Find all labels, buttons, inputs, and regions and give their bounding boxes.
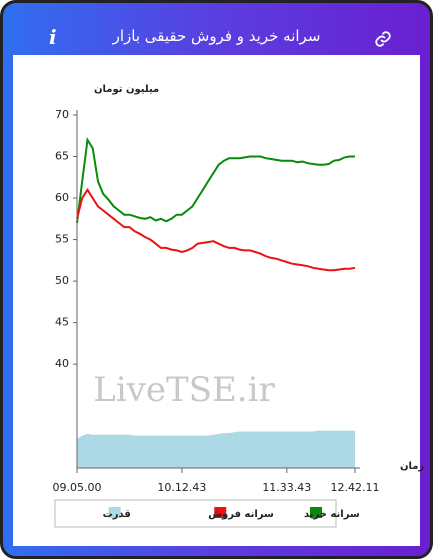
legend-label: سرانه فروش bbox=[208, 509, 274, 520]
header: i سرانه خرید و فروش حقیقی بازار bbox=[3, 3, 430, 55]
link-icon[interactable] bbox=[374, 30, 392, 48]
y-tick-label: 45 bbox=[55, 316, 69, 329]
area bbox=[77, 430, 355, 468]
y-tick-label: 60 bbox=[55, 191, 69, 204]
header-title: سرانه خرید و فروش حقیقی بازار bbox=[112, 27, 321, 45]
legend-box bbox=[54, 499, 337, 528]
legend-swatch bbox=[310, 507, 322, 518]
legend-swatch bbox=[214, 507, 227, 518]
y-axis-label: میلیون تومان bbox=[94, 84, 159, 95]
y-tick-label: 40 bbox=[55, 357, 69, 370]
x-tick-label: 11.33.43 bbox=[262, 481, 311, 494]
x-tick-label: 12.42.11 bbox=[331, 481, 380, 494]
legend-label: سرانه خرید bbox=[304, 509, 360, 520]
info-button[interactable]: i bbox=[49, 25, 57, 49]
x-axis-label: زمان bbox=[400, 461, 424, 472]
line bbox=[76, 136, 355, 224]
watermark: LiveTSE.ir bbox=[93, 370, 275, 410]
y-tick-label: 65 bbox=[55, 150, 69, 163]
x-tick-label: 09.05.00 bbox=[53, 481, 102, 494]
legend-swatch bbox=[108, 507, 121, 518]
legend-label: قدرت bbox=[103, 509, 131, 520]
line bbox=[76, 187, 356, 272]
y-tick-label: 50 bbox=[55, 274, 69, 287]
y-tick-label: 55 bbox=[55, 233, 69, 246]
x-tick-label: 10.12.43 bbox=[157, 481, 206, 494]
y-tick-label: 70 bbox=[55, 108, 69, 121]
